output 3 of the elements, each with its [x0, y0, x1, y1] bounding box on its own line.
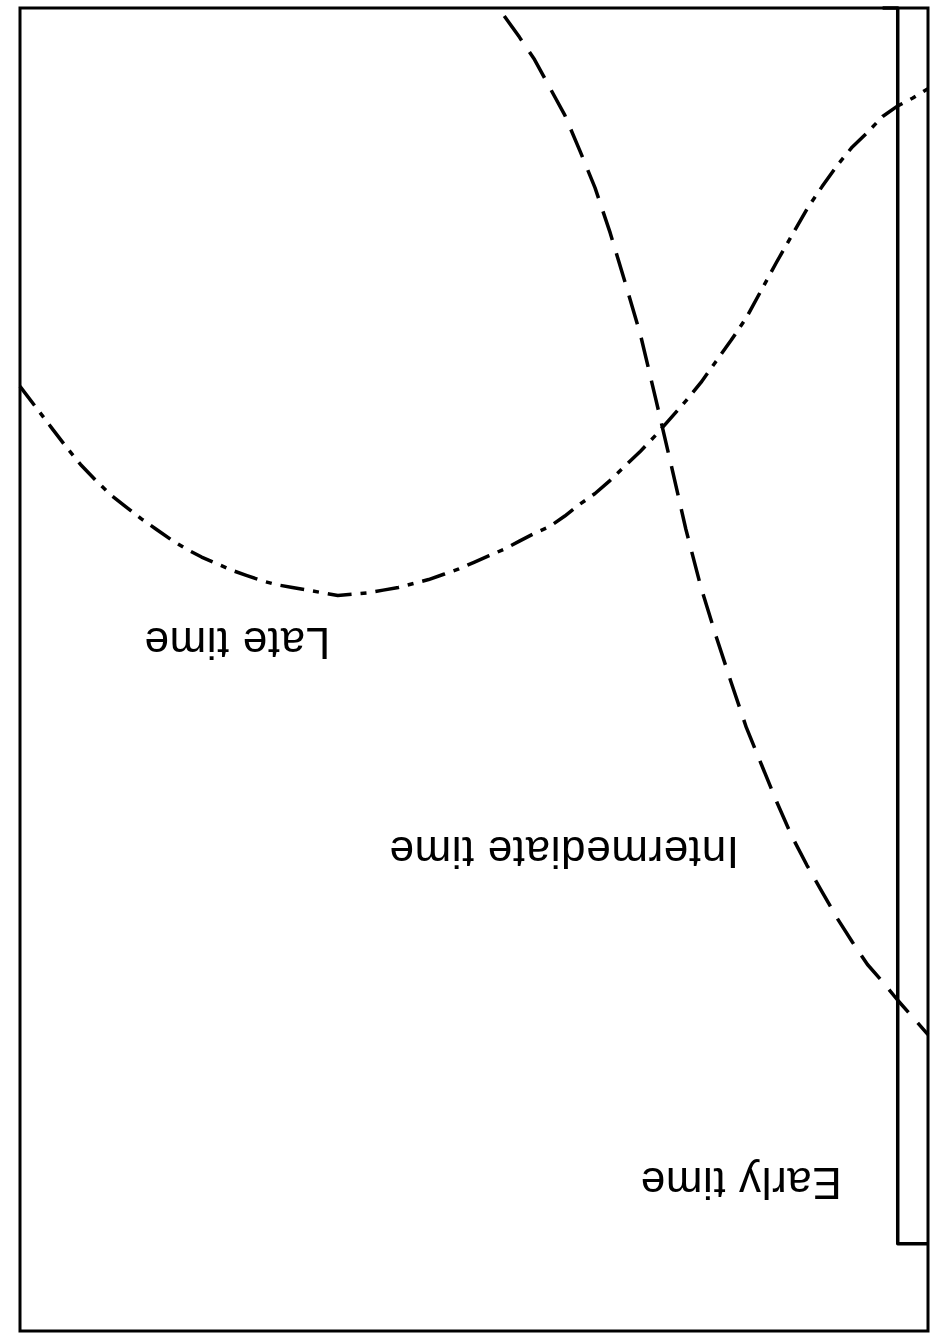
series-label: Late time: [143, 619, 331, 669]
series-label: Intermediate time: [388, 828, 739, 878]
series-label: Early time: [640, 1159, 842, 1209]
